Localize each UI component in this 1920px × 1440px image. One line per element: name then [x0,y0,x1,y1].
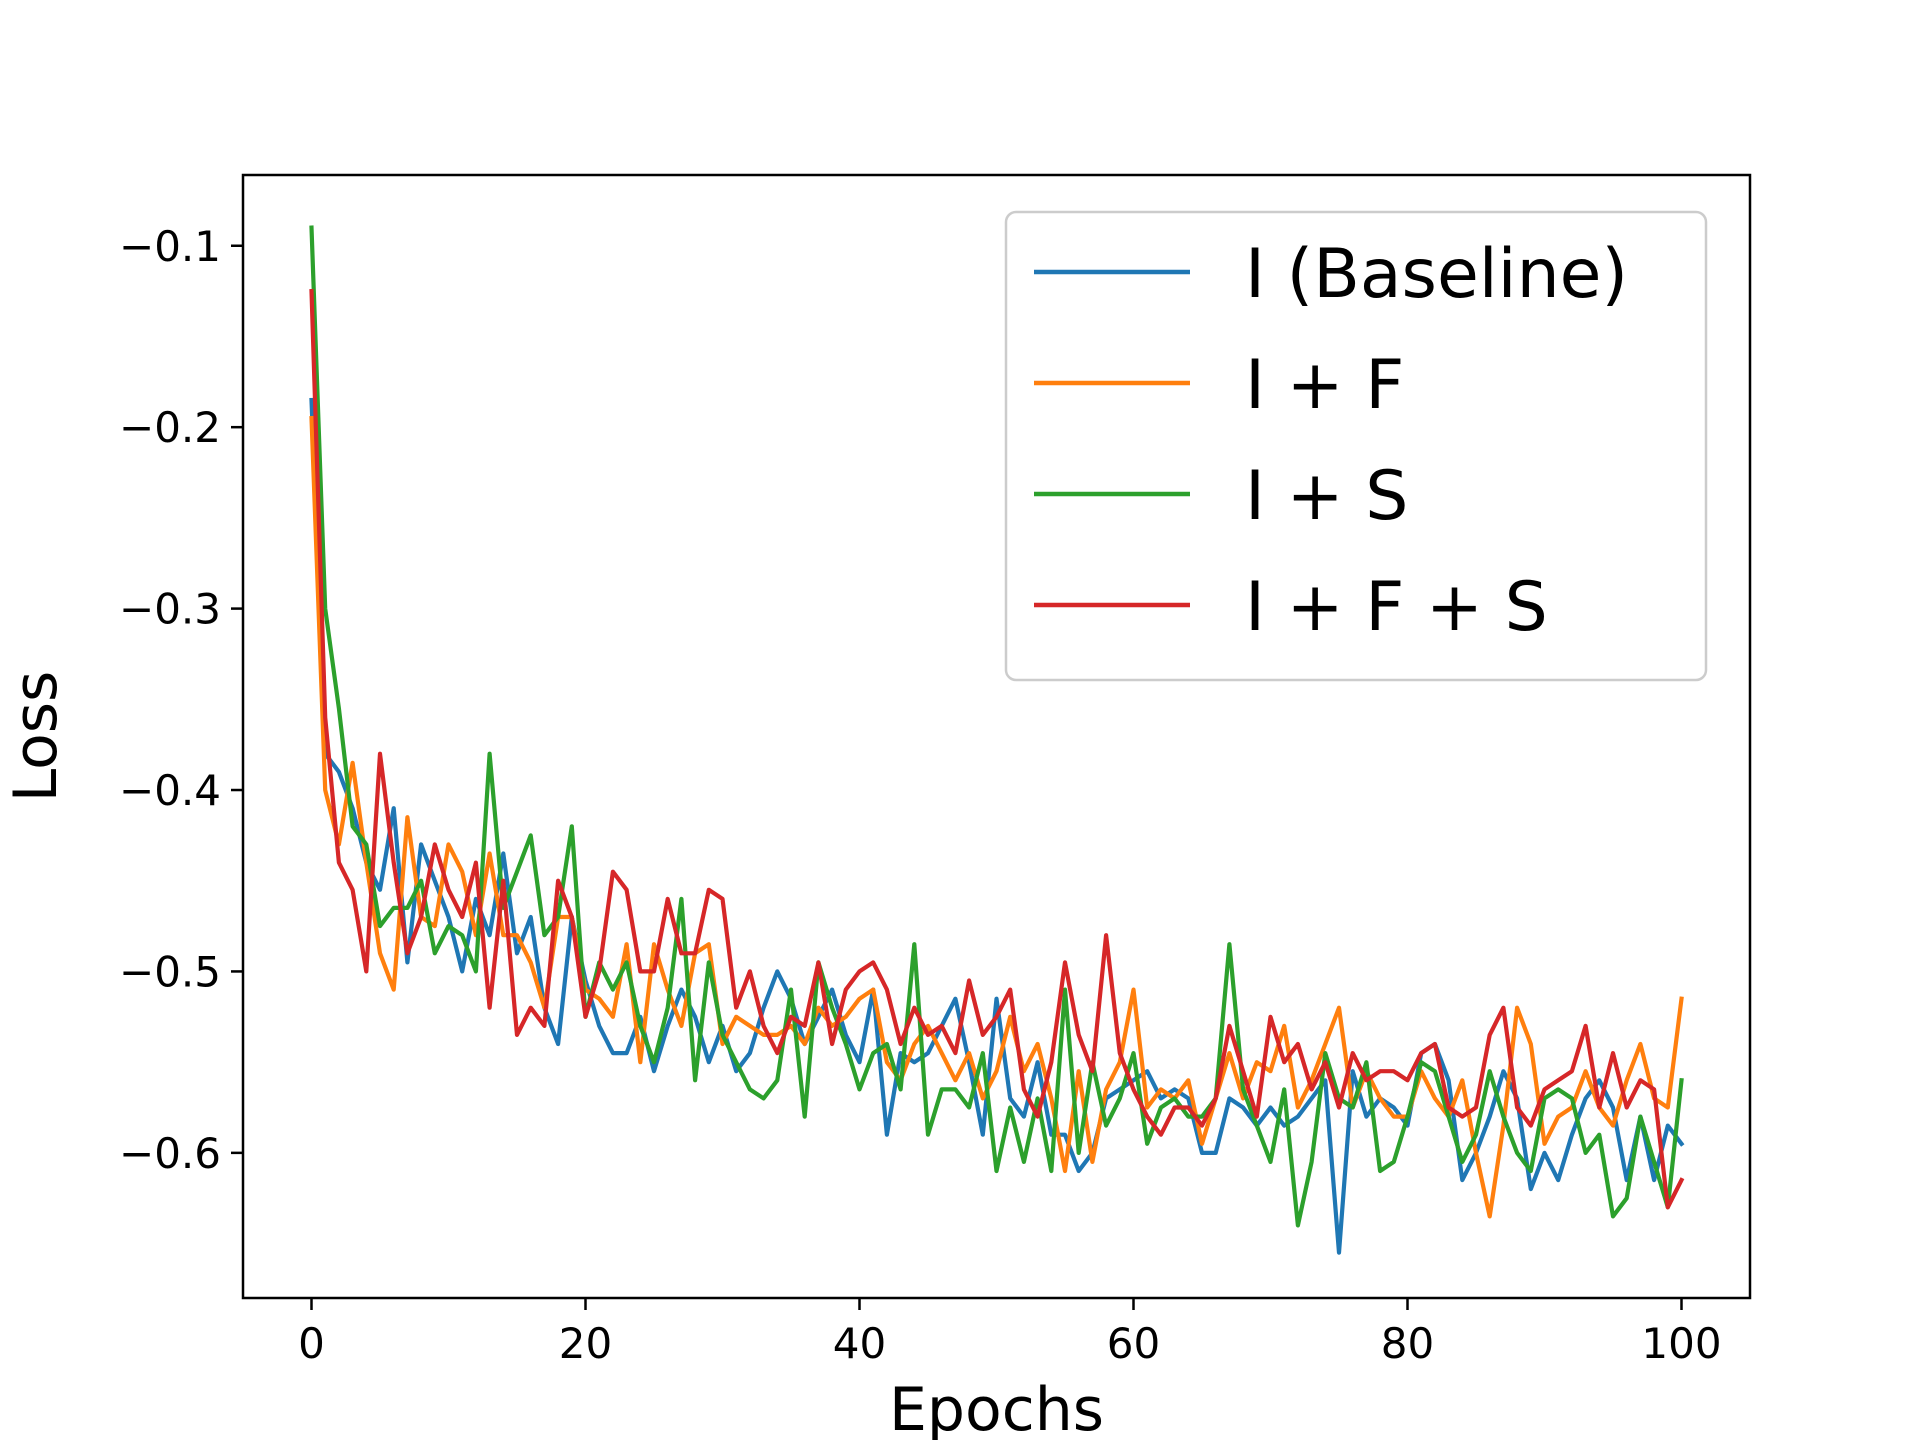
legend-entry-label: I + F [1245,346,1404,425]
series-line-3 [309,225,1684,1228]
legend: I (Baseline) I + F I + S I + F + S [1004,210,1708,682]
x-tick-label: 60 [1107,1319,1160,1368]
y-tick-label: −0.6 [119,1129,221,1178]
y-tick-label: −0.1 [119,222,221,271]
series-layer [309,225,1685,1255]
x-tick-label: 40 [833,1319,886,1368]
legend-entry-label: I + S [1245,457,1408,536]
series-line-1 [309,397,1685,1255]
series-line-2 [309,415,1684,1219]
x-tick-label: 80 [1381,1319,1434,1368]
y-tick-label: −0.3 [119,585,221,634]
y-axis-label: Loss [1,671,71,803]
ticks-layer: 0 20 40 60 80 100 −0.1 −0.2 −0.3 −0.4 −0.5 −0.6 [119,222,1722,1368]
y-tick-label: −0.5 [119,947,221,996]
legend-box [1004,210,1708,682]
plot-frame [241,173,1752,1300]
y-tick-label: −0.2 [119,403,221,452]
y-tick-label: −0.4 [119,766,221,815]
x-tick-label: 100 [1641,1319,1721,1368]
legend-entry-label: I (Baseline) [1245,235,1628,314]
legend-entry-label: I + F + S [1245,568,1548,647]
x-tick-label: 20 [559,1319,612,1368]
x-axis-label: Epochs [889,1375,1104,1440]
x-tick-label: 0 [298,1319,325,1368]
series-line-4 [309,288,1685,1210]
